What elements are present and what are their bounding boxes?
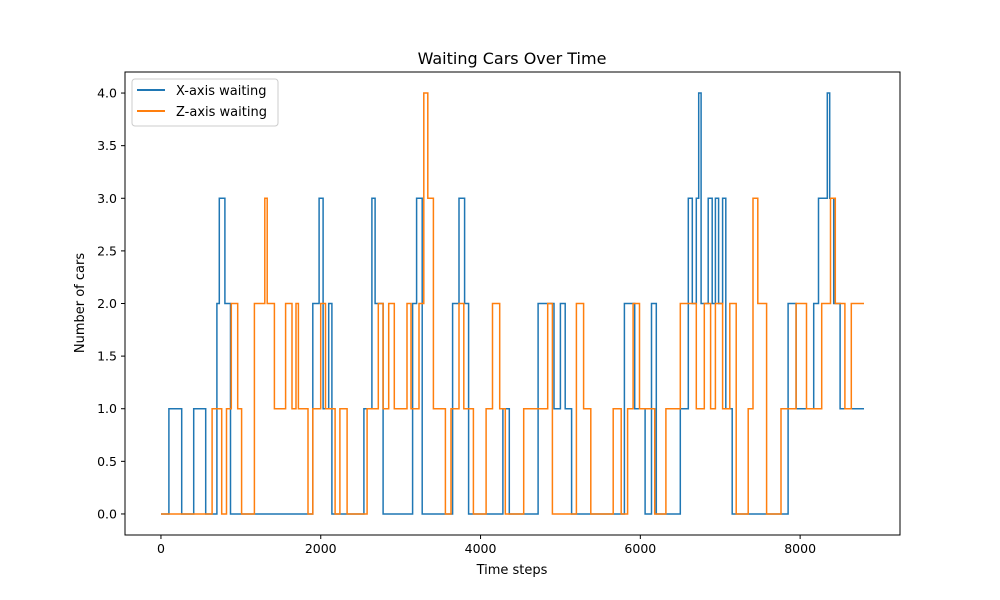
x-tick-label: 2000 (305, 541, 337, 556)
x-tick-label: 8000 (784, 541, 816, 556)
series-line-z-axis-waiting (161, 92, 864, 515)
y-axis: 0.0 0.5 1.0 1.5 2.0 2.5 3.0 3.5 4.0 (97, 86, 125, 521)
x-axis: 0 2000 4000 6000 8000 (157, 535, 816, 556)
legend-label-z-axis: Z-axis waiting (176, 105, 267, 120)
legend-label-x-axis: X-axis waiting (176, 84, 267, 99)
y-tick-label: 1.5 (97, 349, 117, 364)
y-tick-label: 2.5 (97, 243, 117, 258)
y-tick-label: 4.0 (97, 86, 117, 101)
y-axis-label: Number of cars (73, 253, 88, 353)
x-tick-label: 0 (157, 541, 165, 556)
legend-box (131, 78, 279, 127)
x-tick-label: 6000 (624, 541, 656, 556)
legend: X-axis waiting Z-axis waiting (131, 78, 279, 127)
chart-title: Waiting Cars Over Time (418, 49, 607, 68)
series-line-x-axis-waiting (161, 92, 864, 515)
x-axis-label: Time steps (476, 563, 548, 578)
plot-area (161, 92, 864, 515)
y-tick-label: 0.5 (97, 454, 117, 469)
plot-frame (124, 71, 901, 536)
y-tick-label: 3.5 (97, 138, 117, 153)
y-tick-label: 2.0 (97, 296, 117, 311)
x-tick-label: 4000 (465, 541, 497, 556)
y-tick-label: 1.0 (97, 401, 117, 416)
y-tick-label: 0.0 (97, 506, 117, 521)
y-tick-label: 3.0 (97, 191, 117, 206)
